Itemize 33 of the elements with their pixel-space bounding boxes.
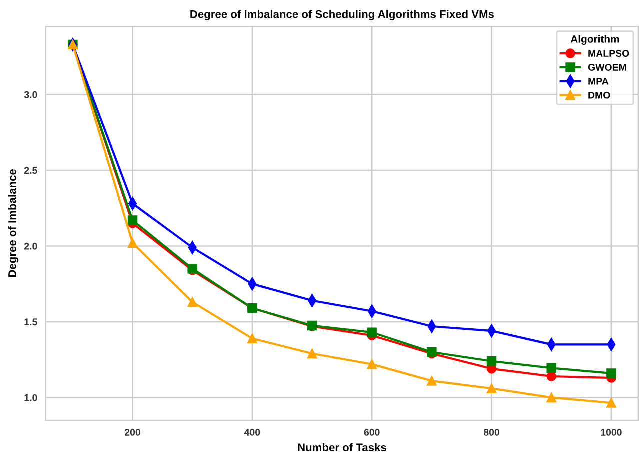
legend-label: MALPSO — [588, 50, 630, 58]
y-tick-label: 3.0 — [24, 91, 38, 98]
y-tick-label: 2.5 — [24, 167, 38, 174]
point — [486, 384, 497, 394]
x-tick-label: 400 — [244, 429, 260, 436]
y-tick-label: 1.0 — [24, 394, 38, 402]
legend-label: GWOEM — [588, 64, 626, 71]
point — [128, 238, 138, 248]
y-axis-title: Degree of Imbalance — [8, 170, 19, 278]
point — [367, 360, 377, 370]
point — [188, 297, 198, 308]
point — [606, 368, 616, 378]
x-tick-label: 800 — [484, 429, 500, 436]
x-tick-label: 1000 — [601, 429, 622, 436]
x-tick-label: 600 — [364, 429, 380, 436]
point — [486, 356, 497, 366]
legend-label: MPA — [588, 78, 609, 85]
legend-label: DMO — [588, 92, 610, 99]
y-tick-label: 1.5 — [24, 318, 38, 326]
point — [606, 398, 616, 408]
point — [546, 392, 556, 403]
y-tick-label: 2.0 — [24, 242, 38, 250]
point — [128, 216, 138, 226]
chart-title: Degree of Imbalance of Scheduling Algorithms Fixed VMs — [190, 10, 494, 21]
point — [427, 376, 437, 386]
point — [248, 334, 258, 344]
point — [546, 363, 556, 374]
legend-title: Algorithm — [570, 35, 620, 46]
point — [546, 372, 556, 382]
point — [367, 328, 377, 338]
point — [307, 348, 318, 359]
x-tick-label: 200 — [124, 429, 140, 436]
x-axis-title: Number of Tasks — [298, 443, 386, 452]
